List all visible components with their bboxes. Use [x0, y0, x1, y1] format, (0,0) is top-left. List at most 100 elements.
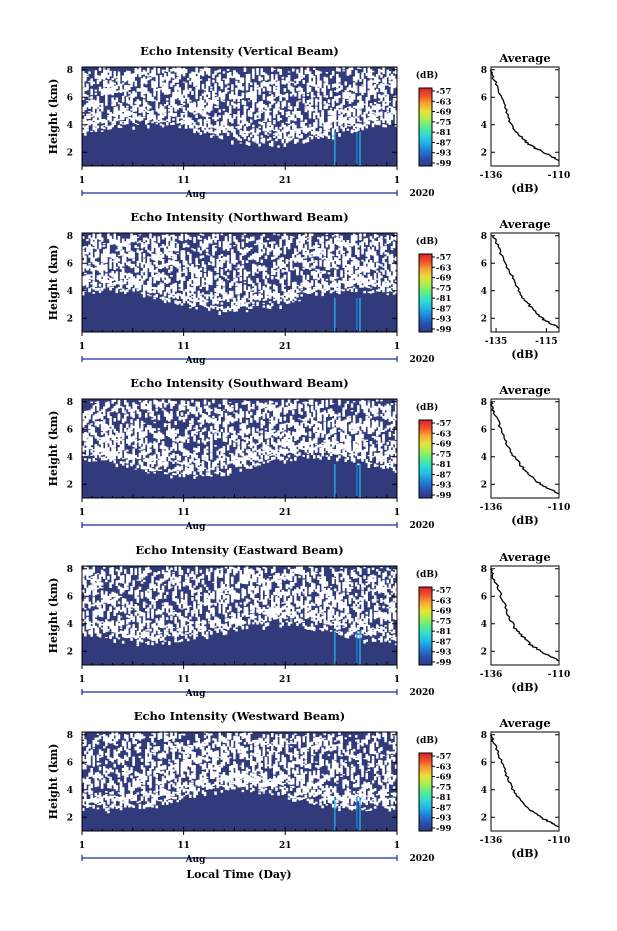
no-data-cell [88, 429, 91, 433]
no-data-cell [214, 407, 217, 414]
no-data-cell [128, 116, 131, 119]
no-data-cell [121, 441, 125, 445]
no-data-cell [277, 80, 280, 87]
no-data-cell [174, 88, 177, 96]
no-data-cell [100, 431, 104, 436]
no-data-cell [382, 94, 385, 98]
average-frame [490, 232, 560, 333]
no-data-cell [155, 442, 158, 449]
no-data-cell [308, 254, 312, 258]
no-data-cell [279, 299, 282, 302]
no-data-cell [222, 464, 226, 466]
no-data-cell [105, 279, 108, 283]
no-data-cell [281, 283, 284, 288]
no-data-cell [142, 269, 146, 273]
no-data-cell [140, 281, 144, 283]
no-data-cell [88, 120, 91, 123]
no-data-cell [96, 261, 100, 266]
no-data-cell [103, 439, 106, 443]
no-data-cell [283, 127, 287, 131]
avg-y-tick-label: 2 [481, 314, 487, 324]
avg-y-tick-label: 2 [481, 148, 487, 158]
no-data-cell [82, 79, 85, 85]
no-data-cell [88, 102, 91, 107]
no-data-cell [149, 291, 152, 294]
no-data-cell [281, 129, 284, 133]
no-data-cell [380, 286, 383, 290]
no-data-cell [359, 274, 362, 281]
no-data-cell [187, 434, 190, 438]
no-data-cell [226, 127, 230, 131]
no-data-cell [103, 407, 106, 414]
no-data-cell [159, 469, 163, 471]
no-data-cell [275, 89, 278, 93]
avg-x-tick-label: -135 [485, 337, 508, 347]
no-data-cell [193, 112, 196, 115]
no-data-cell [260, 70, 263, 75]
no-data-cell [260, 244, 263, 249]
no-data-cell [157, 264, 161, 269]
no-data-cell [300, 270, 303, 276]
no-data-cell [216, 420, 219, 428]
no-data-cell [338, 254, 341, 259]
no-data-cell [134, 443, 137, 449]
no-data-cell [176, 295, 179, 298]
no-data-cell [229, 263, 232, 268]
no-data-cell [275, 251, 278, 258]
no-data-cell [338, 95, 341, 98]
no-data-cell [361, 100, 364, 107]
no-data-cell [376, 270, 379, 273]
no-data-cell [96, 253, 100, 258]
no-data-cell [224, 127, 228, 129]
no-data-cell [155, 403, 158, 408]
no-data-cell [222, 287, 226, 293]
no-data-cell [222, 91, 226, 94]
no-data-cell [275, 87, 278, 89]
no-data-cell [145, 470, 148, 472]
no-data-cell [166, 423, 169, 425]
no-data-cell [170, 433, 173, 439]
no-data-cell [176, 301, 179, 305]
no-data-cell [243, 113, 247, 121]
no-data-cell [205, 106, 209, 112]
no-data-cell [292, 288, 295, 292]
no-data-cell [212, 259, 215, 265]
no-data-cell [388, 254, 392, 260]
no-data-cell [296, 101, 299, 104]
no-data-cell [128, 72, 131, 77]
no-data-cell [319, 237, 322, 244]
no-data-cell [306, 286, 310, 293]
no-data-cell [199, 267, 203, 271]
no-data-cell [176, 244, 179, 251]
no-data-cell [218, 409, 221, 412]
no-data-cell [226, 100, 230, 106]
no-data-cell [390, 107, 394, 111]
no-data-cell [174, 241, 177, 243]
no-data-cell [92, 241, 95, 246]
no-data-cell [100, 93, 104, 96]
no-data-cell [281, 111, 284, 116]
no-data-cell [361, 72, 364, 79]
no-data-cell [241, 237, 245, 240]
no-data-cell [132, 251, 135, 255]
no-data-cell [371, 70, 375, 73]
no-data-cell [147, 293, 150, 296]
no-data-cell [203, 467, 207, 469]
no-data-cell [222, 298, 226, 300]
no-data-cell [208, 80, 211, 87]
no-data-cell [260, 105, 263, 111]
no-data-cell [90, 88, 93, 96]
no-data-cell [147, 458, 150, 466]
no-data-cell [208, 119, 211, 122]
no-data-cell [329, 124, 333, 128]
no-data-cell [258, 255, 261, 258]
no-data-cell [308, 233, 312, 241]
no-data-cell [247, 131, 251, 134]
no-data-cell [323, 89, 326, 96]
no-data-cell [365, 98, 368, 104]
no-data-cell [121, 238, 125, 243]
no-data-cell [201, 93, 205, 96]
no-data-cell [132, 79, 135, 82]
no-data-cell [323, 82, 326, 89]
no-data-cell [88, 120, 91, 125]
